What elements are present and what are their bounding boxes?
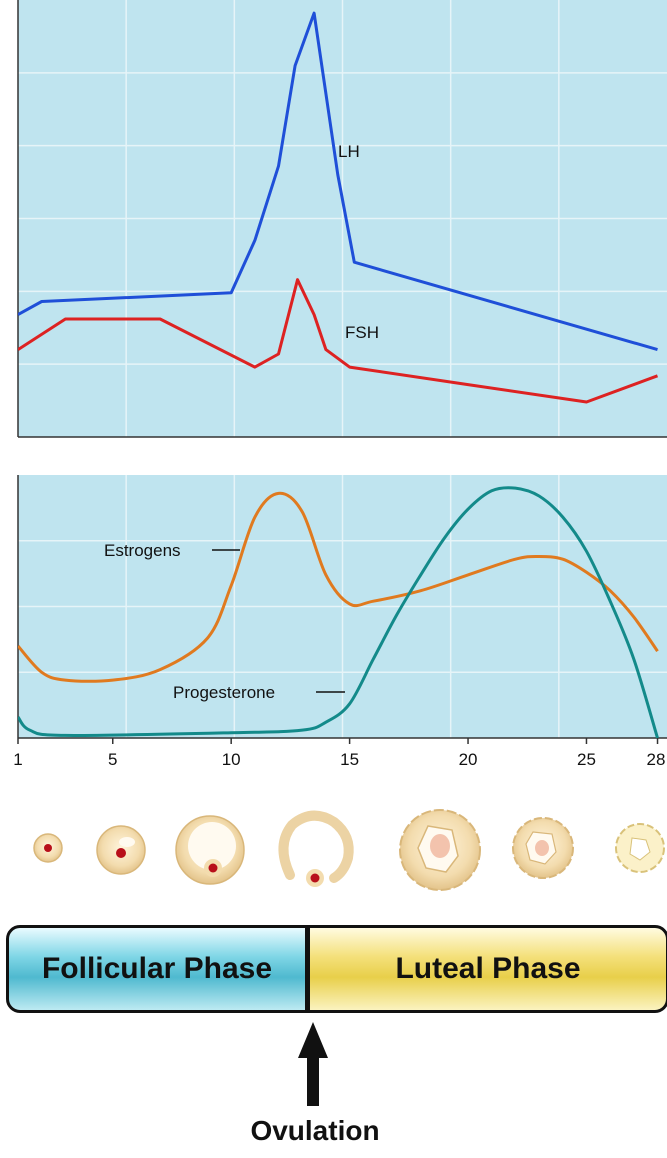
follicular-phase-bar: Follicular Phase (6, 925, 308, 1013)
mature-corpus-luteum-icon (512, 817, 574, 879)
x-axis-ticks: 1 5 10 15 20 25 28 (13, 738, 665, 769)
ruptured-follicle-icon (278, 810, 354, 887)
primary-follicle-icon (96, 825, 146, 875)
pituitary-series (18, 11, 659, 404)
series-label-progesterone: Progesterone (173, 683, 275, 702)
follicle-illustrations (33, 809, 665, 891)
antral-follicle-icon (175, 815, 245, 885)
ovulation-arrow-icon (298, 1022, 328, 1106)
x-tick-label: 1 (13, 750, 22, 769)
series-line-estrogens (18, 491, 659, 683)
ovarian-panel-grid (18, 475, 667, 738)
ovulation-label: Ovulation (250, 1115, 380, 1146)
ovarian-series (18, 486, 659, 738)
series-line-fsh (18, 278, 659, 404)
pituitary-panel-grid (18, 0, 667, 437)
series-label-estrogens: Estrogens (104, 541, 181, 560)
luteal-phase-label: Luteal Phase (395, 952, 581, 985)
primordial-follicle-icon (33, 833, 63, 863)
series-line-lh (18, 11, 658, 352)
series-label-lh: LH (338, 142, 360, 161)
follicular-phase-label: Follicular Phase (41, 952, 273, 985)
series-line-progesterone (18, 486, 659, 738)
x-tick-label: 15 (340, 750, 359, 769)
x-tick-label: 20 (459, 750, 478, 769)
series-label-fsh: FSH (345, 323, 379, 342)
corpus-luteum-icon (399, 809, 481, 891)
corpus-albicans-icon (615, 823, 665, 873)
x-tick-label: 10 (222, 750, 241, 769)
x-tick-label: 25 (577, 750, 596, 769)
x-tick-label: 28 (647, 750, 666, 769)
x-tick-label: 5 (108, 750, 117, 769)
luteal-phase-bar: Luteal Phase (307, 925, 667, 1013)
